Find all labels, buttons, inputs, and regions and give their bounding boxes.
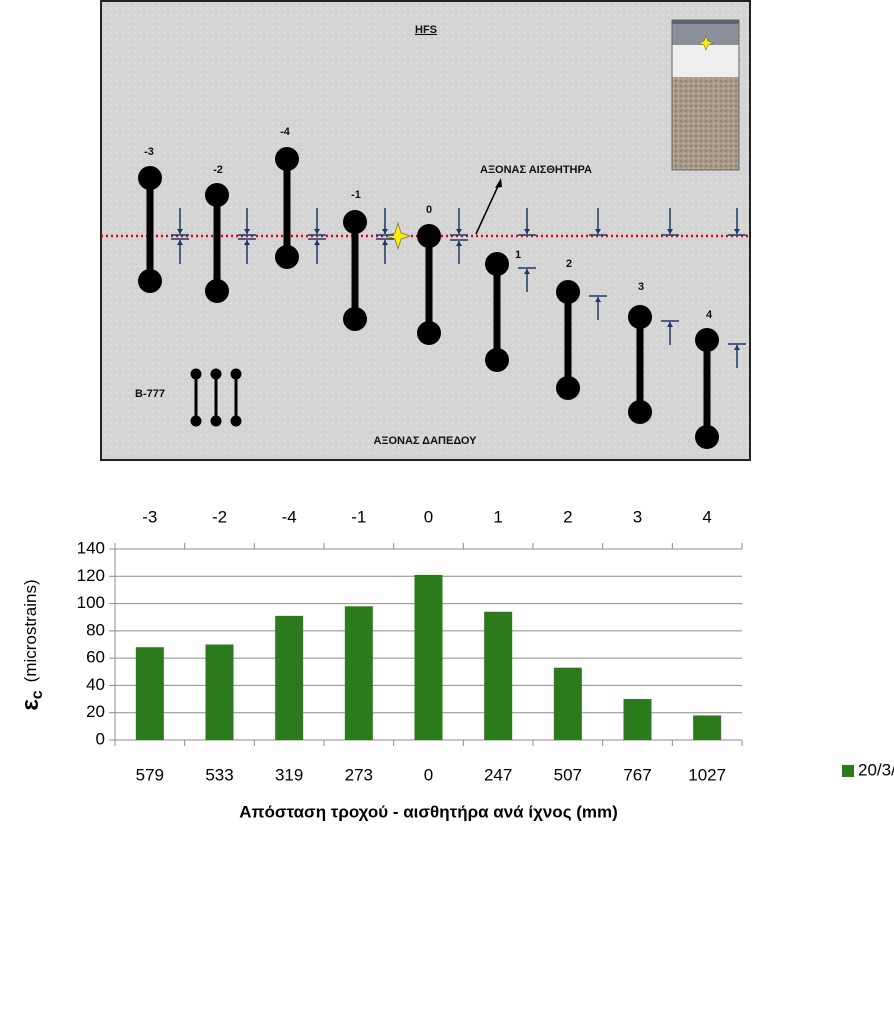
gear-label: -3 <box>144 146 154 158</box>
x2-tick-label: 1 <box>493 507 502 526</box>
offset-arrowhead <box>667 229 673 234</box>
offset-arrowhead <box>244 229 250 234</box>
gear-label: 4 <box>706 309 713 321</box>
offset-arrowhead <box>314 240 320 245</box>
gear-wheel <box>417 321 441 345</box>
y-axis-title: εc (microstrains) <box>17 579 46 710</box>
gear-wheel <box>556 280 580 304</box>
offset-arrowhead <box>314 229 320 234</box>
bar <box>484 611 513 740</box>
gear-wheel <box>695 425 719 449</box>
gear-label: 0 <box>426 204 432 216</box>
offset-arrowhead <box>244 240 250 245</box>
y-tick-label: 120 <box>77 566 105 585</box>
y-tick-label: 40 <box>86 675 105 694</box>
gear-label: 3 <box>638 281 644 293</box>
x-tick-label: 247 <box>484 765 512 784</box>
bar <box>623 699 652 740</box>
offset-arrowhead <box>734 345 740 350</box>
gear-wheel <box>205 183 229 207</box>
bar <box>275 615 304 740</box>
gear-wheel <box>138 269 162 293</box>
gear-label: 1 <box>515 249 521 261</box>
x2-tick-label: 4 <box>702 507 711 526</box>
offset-arrowhead <box>524 269 530 274</box>
x2-tick-label: -1 <box>351 507 366 526</box>
gear-wheel <box>485 252 509 276</box>
diagram-title: HFS <box>415 24 437 36</box>
x-tick-label: 273 <box>345 765 373 784</box>
offset-arrowhead <box>595 229 601 234</box>
bar <box>344 606 373 740</box>
gear-wheel <box>556 376 580 400</box>
x2-tick-label: -3 <box>142 507 157 526</box>
offset-arrowhead <box>382 240 388 245</box>
legend-swatch <box>842 765 854 777</box>
x2-tick-label: 3 <box>633 507 642 526</box>
x-tick-label: 767 <box>623 765 651 784</box>
x2-tick-label: 0 <box>424 507 433 526</box>
bar <box>693 715 722 740</box>
offset-arrowhead <box>382 229 388 234</box>
gear-label: -2 <box>213 164 223 176</box>
y-tick-label: 80 <box>86 620 105 639</box>
gear-label: 2 <box>566 258 572 270</box>
bar <box>205 644 234 740</box>
x2-tick-label: 2 <box>563 507 572 526</box>
offset-arrowhead <box>456 229 462 234</box>
diagram: HFS ΑΞΟΝΑΣ ΑΙΣΘΗΤΗΡΑ ΑΞΟΝΑΣ ΔΑΠΕΔΟΥ B-77… <box>100 0 751 461</box>
offset-arrowhead <box>177 229 183 234</box>
sensor-axis-label: ΑΞΟΝΑΣ ΑΙΣΘΗΤΗΡΑ <box>480 164 592 176</box>
gear-wheel <box>275 147 299 171</box>
gear-wheel <box>695 328 719 352</box>
sensor-star <box>384 221 412 251</box>
floor-axis-label: ΑΞΟΝΑΣ ΔΑΠΕΔΟΥ <box>373 435 477 447</box>
offset-arrowhead <box>524 229 530 234</box>
x-tick-label: 319 <box>275 765 303 784</box>
gear-wheel <box>343 307 367 331</box>
gear-wheel <box>485 348 509 372</box>
offset-arrowhead <box>667 322 673 327</box>
chart: 0 20 40 60 80 100 120 140 579 -3 533 -2 319 -4 273 -1 0 0… <box>17 507 894 821</box>
offset-arrowhead <box>734 229 740 234</box>
legend-label: 20/3/00 <box>858 760 894 779</box>
y-tick-label: 0 <box>96 729 105 748</box>
y-tick-label: 140 <box>77 538 105 557</box>
gear-wheel <box>205 279 229 303</box>
x2-tick-label: -2 <box>212 507 227 526</box>
offset-arrowhead <box>456 241 462 246</box>
gear-wheel <box>138 166 162 190</box>
gear-icon <box>190 368 242 427</box>
y-axis-symbol: ε <box>17 699 44 710</box>
y-tick-label: 100 <box>77 593 105 612</box>
gear-wheel <box>628 400 652 424</box>
x-tick-label: 1027 <box>688 765 726 784</box>
y-axis-subscript: c <box>29 690 46 699</box>
offset-arrowhead <box>177 240 183 245</box>
x-tick-label: 579 <box>136 765 164 784</box>
x-tick-label: 0 <box>424 765 433 784</box>
gear-wheel <box>343 210 367 234</box>
gear-label: -4 <box>280 126 291 138</box>
x-tick-label: 533 <box>205 765 233 784</box>
aircraft-label: B-777 <box>135 388 165 400</box>
gear-label: -1 <box>351 189 361 201</box>
bar <box>414 574 443 740</box>
x-axis-title: Απόσταση τροχού - αισθητήρα ανά ίχνος (m… <box>239 802 618 821</box>
bar <box>553 667 582 740</box>
gear-wheel <box>275 245 299 269</box>
pointer <box>475 183 500 235</box>
bar <box>135 647 164 740</box>
y-tick-label: 20 <box>86 702 105 721</box>
offset-arrowhead <box>595 297 601 302</box>
x-tick-label: 507 <box>554 765 582 784</box>
y-tick-label: 60 <box>86 648 105 667</box>
gear-wheel <box>417 224 441 248</box>
x2-tick-label: -4 <box>282 507 297 526</box>
gear-wheel <box>628 305 652 329</box>
y-axis-unit: (microstrains) <box>21 579 40 682</box>
pavement-inset <box>671 19 740 171</box>
